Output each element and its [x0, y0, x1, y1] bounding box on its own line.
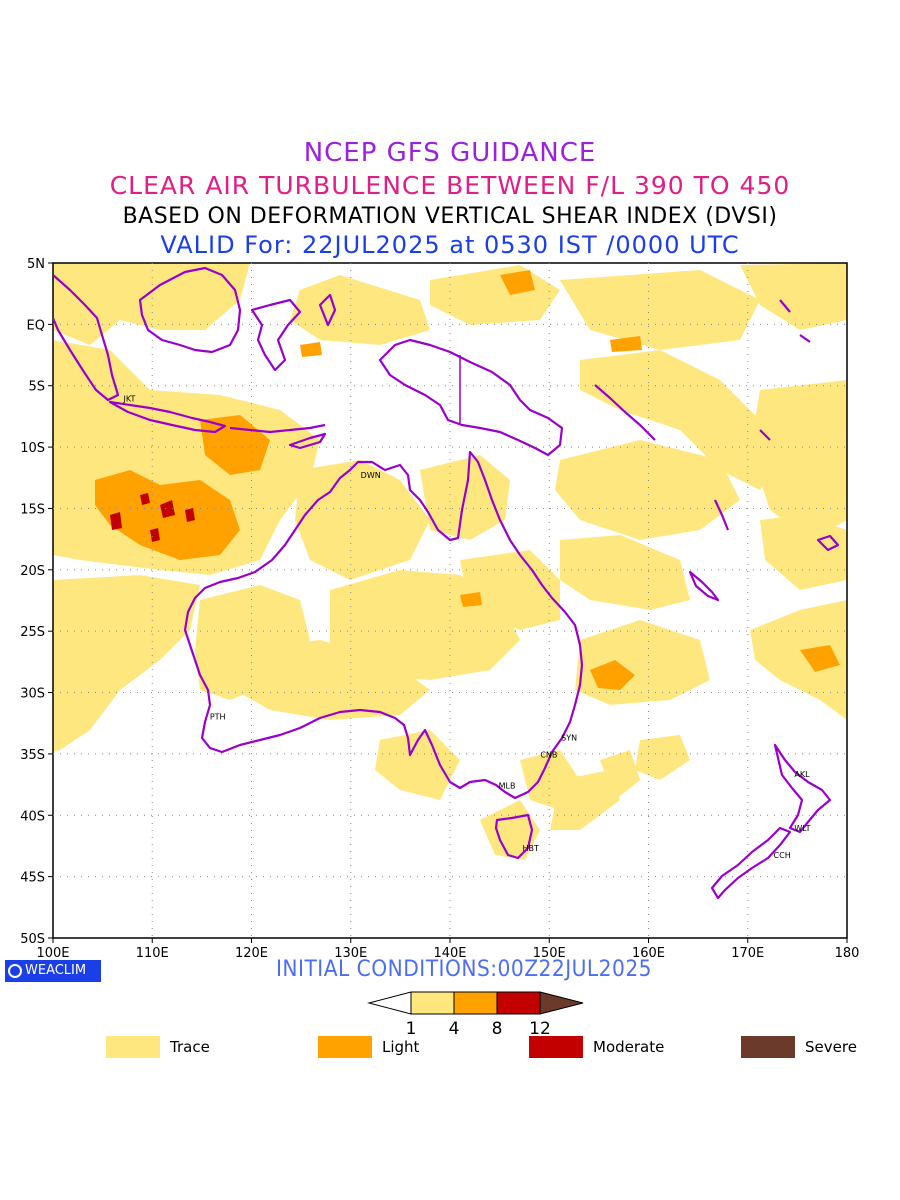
- legend-light-swatch: [318, 1036, 372, 1058]
- new-guinea-coastline: [378, 338, 564, 457]
- city-label-dwn: DWN: [361, 471, 381, 480]
- legend-trace-swatch: [106, 1036, 160, 1058]
- city-label-syn: SYN: [561, 733, 577, 742]
- lat-label: 45S: [20, 871, 45, 886]
- title-turbulence: CLEAR AIR TURBULENCE BETWEEN F/L 390 TO …: [109, 171, 791, 200]
- maluku-coastline: [318, 293, 337, 327]
- colorbar-moderate: [496, 991, 541, 1015]
- lat-label: 15S: [20, 502, 45, 517]
- city-label-mlb: MLB: [499, 781, 516, 790]
- lon-label: 110E: [136, 946, 169, 961]
- lon-label: 130E: [334, 946, 367, 961]
- timor-coastline: [288, 432, 327, 450]
- colorbar-trace: [410, 991, 455, 1015]
- legend-severe-label: Severe: [805, 1038, 857, 1056]
- legend-light-label: Light: [382, 1038, 420, 1056]
- lat-label: EQ: [27, 318, 45, 333]
- colorbar-light: [453, 991, 498, 1015]
- city-label-wlt: WLT: [794, 824, 810, 833]
- logo-circle-icon: [8, 964, 22, 978]
- vanuatu-coastline: [714, 499, 730, 531]
- legend-trace-label: Trace: [170, 1038, 210, 1056]
- lon-label: 140E: [433, 946, 466, 961]
- lat-label: 5S: [28, 380, 45, 395]
- coastlines: [53, 266, 840, 900]
- legend-moderate-swatch: [529, 1036, 583, 1058]
- legend-moderate-label: Moderate: [593, 1038, 665, 1056]
- title-guidance: NCEP GFS GUIDANCE: [303, 138, 597, 168]
- city-label-hbt: HBT: [522, 844, 539, 853]
- solomons-coastline: [594, 384, 656, 441]
- city-label-jkt: JKT: [122, 395, 135, 404]
- australia-coastline: [183, 450, 584, 800]
- lon-label: 180: [835, 946, 860, 961]
- colorbar-severe-arrow: [539, 991, 584, 1015]
- colorbar-below-arrow: [367, 991, 412, 1015]
- city-label-akl: AKL: [794, 770, 810, 779]
- lon-label: 100E: [36, 946, 69, 961]
- tasmania-coastline: [494, 813, 534, 860]
- lat-label: 25S: [20, 625, 45, 640]
- initial-conditions: INITIAL CONDITIONS:00Z22JUL2025: [276, 957, 653, 982]
- moderate-areas: [110, 493, 195, 542]
- city-label-cch: CCH: [774, 851, 791, 860]
- colorbar-tick-4: 4: [449, 1019, 460, 1039]
- colorbar-tick-8: 8: [492, 1019, 503, 1039]
- lat-label: 5N: [27, 257, 45, 272]
- lon-label: 170E: [731, 946, 764, 961]
- title-valid-time: VALID For: 22JUL2025 at 0530 IST /0000 U…: [160, 231, 740, 259]
- lat-label: 30S: [20, 687, 45, 702]
- sulawesi-coastline: [250, 298, 302, 372]
- logo-text: WEACLIM: [25, 963, 87, 978]
- city-label-pth: PTH: [210, 713, 226, 722]
- graticule: [53, 263, 847, 938]
- lesser-sunda-coastline: [229, 423, 326, 434]
- lat-label: 35S: [20, 748, 45, 763]
- weaclim-logo: WEACLIM: [5, 960, 101, 982]
- title-index: BASED ON DEFORMATION VERTICAL SHEAR INDE…: [122, 204, 778, 229]
- nz-north-island-coastline: [773, 743, 832, 834]
- lat-label: 40S: [20, 809, 45, 824]
- pacific-islands-coastline: [759, 299, 811, 441]
- fiji-coastline: [816, 534, 840, 552]
- lon-label: 160E: [632, 946, 665, 961]
- nz-south-island-coastline: [710, 826, 792, 900]
- city-label-cnb: CNB: [540, 751, 557, 760]
- lon-label: 150E: [533, 946, 566, 961]
- lat-label: 10S: [20, 441, 45, 456]
- colorbar-tick-12: 12: [529, 1019, 551, 1039]
- new-caledonia-coastline: [688, 570, 720, 602]
- city-labels: JKT DWN PTH SYN CNB MLB HBT AKL WLT CCH: [122, 395, 810, 861]
- lat-label: 50S: [20, 932, 45, 947]
- java-coastline: [108, 400, 227, 434]
- borneo-coastline: [138, 266, 242, 354]
- colorbar: 1 4 8 12: [367, 991, 584, 1039]
- lat-label: 20S: [20, 564, 45, 579]
- lon-label: 120E: [235, 946, 268, 961]
- colorbar-tick-1: 1: [406, 1019, 417, 1039]
- sumatra-coastline: [53, 274, 120, 402]
- legend-severe-swatch: [741, 1036, 795, 1058]
